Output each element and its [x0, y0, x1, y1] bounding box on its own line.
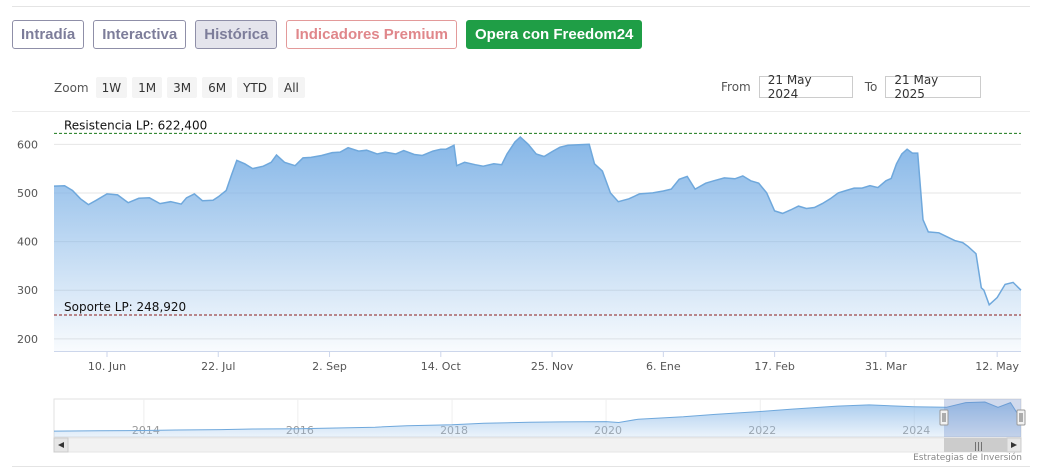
scrollbar-thumb[interactable]: [944, 438, 1013, 452]
from-date-input[interactable]: 21 May 2024: [758, 73, 853, 101]
x-tick-label: 10. Jun: [88, 360, 126, 373]
zoom-selector: Zoom 1W 1M 3M 6M YTD All: [54, 77, 305, 98]
scrollbar-track: [53, 437, 1022, 453]
zoom-6m-button[interactable]: 6M: [202, 77, 233, 98]
date-range-selector: From 21 May 2024 To 21 May 2025: [721, 73, 982, 101]
resistance-label: Resistencia LP: 622,400: [64, 118, 207, 132]
support-resistance-lines: Resistencia LP: 622,400 Soporte LP: 248,9…: [54, 118, 1021, 316]
zoom-3m-button[interactable]: 3M: [167, 77, 198, 98]
chart-credit: Estrategias de Inversión: [913, 453, 1022, 463]
zoom-ytd-button[interactable]: YTD: [237, 77, 273, 98]
scrollbar-grip-icon: |||: [974, 442, 983, 452]
navigator-selection: [944, 399, 1021, 437]
tab-historica[interactable]: Histórica: [195, 20, 278, 49]
y-tick-label: 400: [17, 236, 38, 249]
zoom-label: Zoom: [54, 80, 89, 95]
x-tick-label: 31. Mar: [865, 360, 907, 373]
x-tick-label: 2. Sep: [312, 360, 347, 373]
to-label: To: [864, 80, 878, 94]
y-tick-label: 500: [17, 187, 38, 200]
tab-intradia[interactable]: Intradía: [12, 20, 85, 49]
chart-mode-tabs: Intradía Interactiva Histórica Indicador…: [12, 20, 643, 49]
range-navigator[interactable]: 201420162018202020222024|||: [53, 398, 1026, 453]
price-area: [54, 137, 1021, 351]
navigator-line: [53, 401, 1022, 432]
bottom-divider: [12, 466, 1030, 467]
zoom-1w-button[interactable]: 1W: [95, 77, 128, 98]
zoom-all-button[interactable]: All: [278, 77, 305, 98]
support-label: Soporte LP: 248,920: [64, 300, 186, 314]
y-axis: 200 300 400 500 600: [17, 138, 38, 346]
arrow-right-icon: [1011, 442, 1017, 448]
x-tick-label: 14. Oct: [421, 360, 462, 373]
x-tick-label: 6. Ene: [646, 360, 681, 373]
y-tick-label: 600: [17, 138, 38, 151]
toolbar-divider: [12, 111, 1030, 112]
arrow-left-icon: [58, 442, 64, 448]
to-date-input[interactable]: 21 May 2025: [885, 73, 982, 101]
x-tick-label: 22. Jul: [201, 360, 235, 373]
from-label: From: [721, 80, 751, 94]
navigator-area: [54, 402, 1021, 437]
x-tick-label: 17. Feb: [754, 360, 794, 373]
zoom-1m-button[interactable]: 1M: [132, 77, 163, 98]
x-tick-label: 12. May: [975, 360, 1019, 373]
y-tick-label: 300: [17, 284, 38, 297]
top-divider: [12, 6, 1030, 7]
navigator-left-handle[interactable]: [939, 409, 949, 426]
x-tick-label: 25. Nov: [531, 360, 574, 373]
opera-freedom24-button[interactable]: Opera con Freedom24: [466, 20, 643, 49]
y-tick-label: 200: [17, 333, 38, 346]
tab-indicadores-premium[interactable]: Indicadores Premium: [286, 20, 457, 49]
price-line: [53, 135, 1022, 307]
tab-interactiva[interactable]: Interactiva: [93, 20, 187, 49]
x-axis: 10. Jun 22. Jul 2. Sep 14. Oct 25. Nov 6. Ene…: [54, 351, 1021, 373]
navigator-right-handle[interactable]: [1016, 409, 1026, 426]
